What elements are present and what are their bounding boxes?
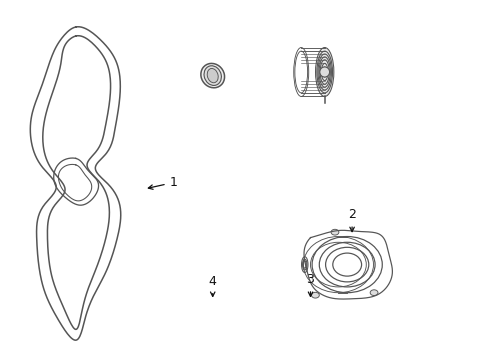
Ellipse shape bbox=[315, 48, 333, 96]
Ellipse shape bbox=[369, 290, 377, 296]
Text: 3: 3 bbox=[306, 273, 314, 296]
Ellipse shape bbox=[319, 67, 329, 77]
Ellipse shape bbox=[330, 229, 338, 235]
Text: 2: 2 bbox=[347, 208, 355, 231]
Text: 4: 4 bbox=[208, 275, 216, 296]
Ellipse shape bbox=[201, 63, 224, 88]
Text: 1: 1 bbox=[148, 176, 177, 189]
Ellipse shape bbox=[203, 66, 221, 85]
Ellipse shape bbox=[311, 292, 319, 298]
Ellipse shape bbox=[207, 68, 218, 83]
